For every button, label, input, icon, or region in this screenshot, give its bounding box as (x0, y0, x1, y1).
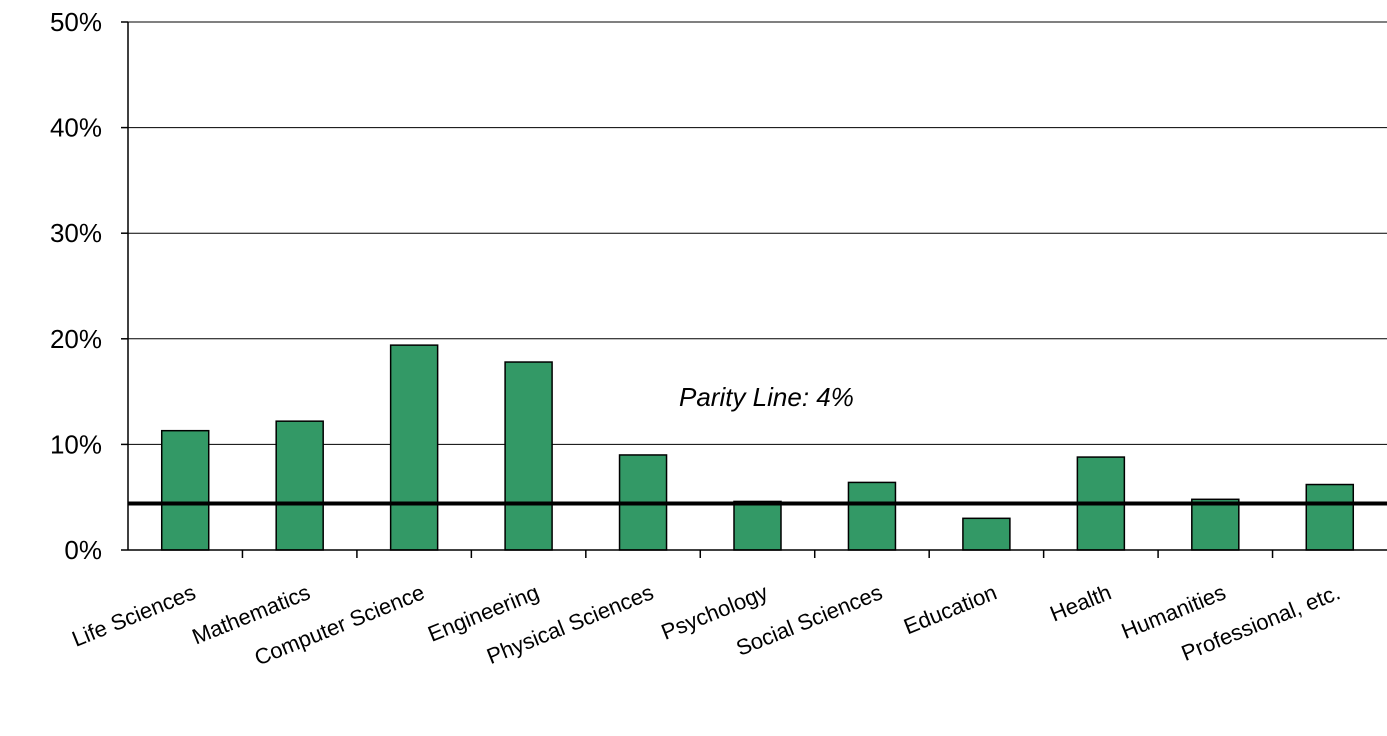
gridlines (128, 21, 1387, 445)
bar (847, 481, 897, 551)
y-tick-label: 40% (50, 113, 102, 143)
y-tick-label: 10% (50, 429, 102, 459)
bar (504, 361, 553, 551)
x-tick-label: Health (1046, 579, 1114, 626)
y-tick-label: 0% (64, 535, 102, 565)
bar (160, 429, 210, 551)
x-tick-label: Life Sciences (68, 579, 199, 651)
y-tick-label: 20% (50, 324, 102, 354)
bar (275, 420, 324, 551)
bar (1305, 483, 1355, 551)
parity-line-label: Parity Line: 4% (679, 382, 854, 412)
bar (962, 517, 1011, 551)
y-tick-label: 30% (50, 218, 102, 248)
bar (733, 500, 782, 551)
bar (1191, 498, 1240, 551)
x-ticks (241, 550, 1274, 558)
bar (389, 344, 439, 551)
y-tick-label: 50% (50, 7, 102, 37)
bars (160, 344, 1355, 551)
x-tick-label: Education (900, 579, 1000, 639)
y-tick-labels: 0% 10% 20% 30% 40% 50% (50, 7, 128, 565)
